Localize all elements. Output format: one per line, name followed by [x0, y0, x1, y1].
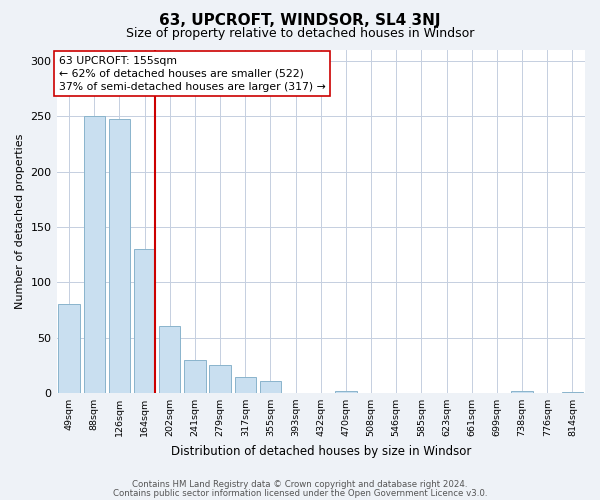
Text: 63 UPCROFT: 155sqm
← 62% of detached houses are smaller (522)
37% of semi-detach: 63 UPCROFT: 155sqm ← 62% of detached hou… — [59, 56, 325, 92]
Bar — [184, 360, 206, 393]
Bar — [109, 118, 130, 393]
X-axis label: Distribution of detached houses by size in Windsor: Distribution of detached houses by size … — [170, 444, 471, 458]
Bar — [260, 380, 281, 393]
Bar — [562, 392, 583, 393]
Bar — [209, 365, 231, 393]
Bar — [511, 390, 533, 393]
Text: 63, UPCROFT, WINDSOR, SL4 3NJ: 63, UPCROFT, WINDSOR, SL4 3NJ — [159, 12, 441, 28]
Text: Contains public sector information licensed under the Open Government Licence v3: Contains public sector information licen… — [113, 488, 487, 498]
Bar — [159, 326, 181, 393]
Bar — [235, 378, 256, 393]
Bar — [134, 249, 155, 393]
Bar — [335, 390, 356, 393]
Text: Contains HM Land Registry data © Crown copyright and database right 2024.: Contains HM Land Registry data © Crown c… — [132, 480, 468, 489]
Bar — [58, 304, 80, 393]
Bar — [83, 116, 105, 393]
Y-axis label: Number of detached properties: Number of detached properties — [15, 134, 25, 309]
Text: Size of property relative to detached houses in Windsor: Size of property relative to detached ho… — [126, 28, 474, 40]
